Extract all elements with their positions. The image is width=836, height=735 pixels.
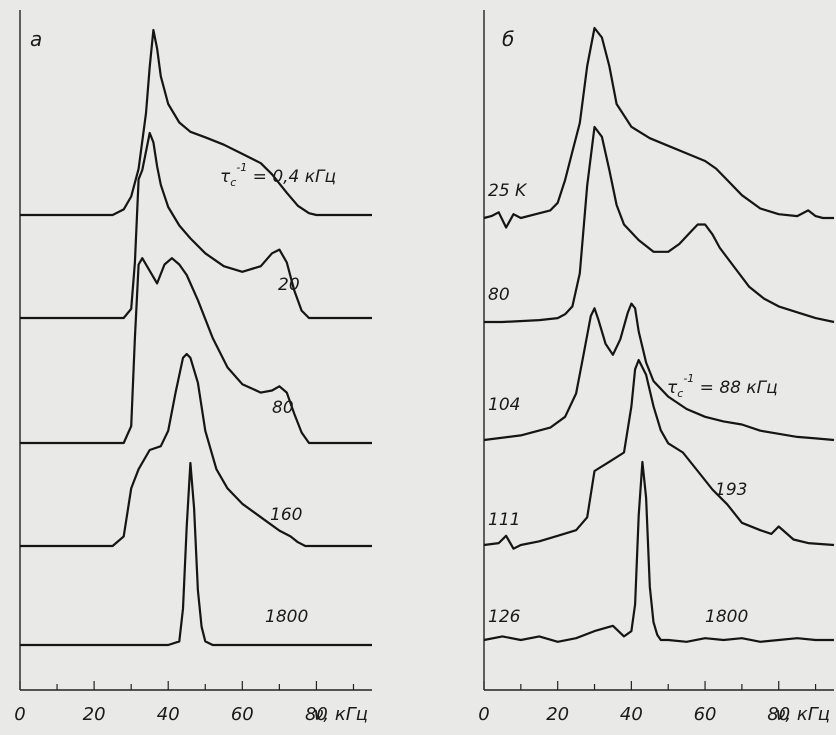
panel-label: б xyxy=(502,27,514,51)
x-tick-label: 40 xyxy=(157,704,180,725)
x-tick-label: 60 xyxy=(231,704,254,725)
x-tick-label: 80 xyxy=(767,704,790,725)
x-axis-label: ν, кГц xyxy=(775,704,830,725)
series-label: 80 xyxy=(272,398,294,418)
series-line xyxy=(20,352,372,548)
x-axis-label: ν, кГц xyxy=(313,704,368,725)
series-line xyxy=(484,125,835,324)
series-label: 20 xyxy=(278,275,300,295)
series-label: 80 xyxy=(488,285,510,305)
series-line xyxy=(483,358,835,550)
x-tick-label: 40 xyxy=(620,704,643,725)
series-label: τc-1 = 0,4 кГц xyxy=(220,161,336,189)
series-label: 160 xyxy=(270,505,302,525)
series-line xyxy=(20,257,372,445)
series-label: 111 xyxy=(488,510,520,530)
series-label: 126 xyxy=(488,607,521,627)
series-line xyxy=(483,460,834,643)
x-tick-label: 20 xyxy=(546,704,569,725)
x-tick-label: 60 xyxy=(694,704,717,725)
series-line xyxy=(20,28,372,217)
series-label: 1800 xyxy=(265,607,308,627)
series-line xyxy=(483,26,834,229)
series-label: 104 xyxy=(488,395,520,415)
curve-note: 1800 xyxy=(705,607,748,627)
x-tick-label: 20 xyxy=(83,704,106,725)
series-line xyxy=(20,131,372,320)
x-tick-label: 80 xyxy=(305,704,328,725)
rate-annotation: τc-1 = 88 кГц xyxy=(667,372,778,400)
x-tick-label: 0 xyxy=(478,704,489,725)
series-label: 25 K xyxy=(488,181,528,201)
x-tick-label: 0 xyxy=(14,704,25,725)
curve-note: 193 xyxy=(715,480,747,500)
panel-label: а xyxy=(30,27,42,51)
series-line xyxy=(483,302,835,442)
series-line xyxy=(20,461,372,647)
